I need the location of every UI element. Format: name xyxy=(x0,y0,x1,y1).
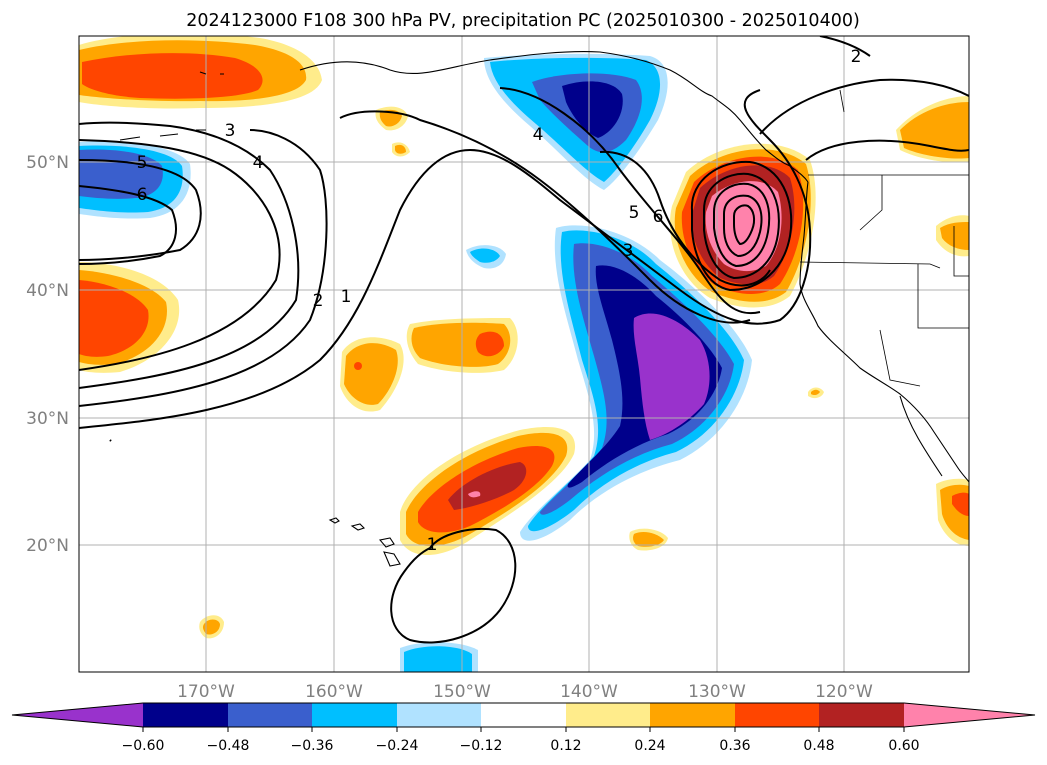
contour-label: 3 xyxy=(623,241,634,261)
contour-label: 5 xyxy=(137,153,148,173)
colorbar-extend-low xyxy=(12,703,143,727)
lon-label: 150°W xyxy=(433,682,491,702)
colorbar-tick-label: 0.36 xyxy=(719,738,750,754)
map-panel: 1 1 2 2 3 3 4 4 5 5 6 6 xyxy=(79,36,969,672)
contour-label: 2 xyxy=(313,291,324,311)
contour-label: 4 xyxy=(533,125,544,145)
lon-label: 160°W xyxy=(305,682,363,702)
colorbar-tick-label: −0.24 xyxy=(376,738,419,754)
colorbar-tick-label: 0.12 xyxy=(550,738,581,754)
pv-contour-ring-1 xyxy=(690,160,793,292)
latitude-labels: 50°N 40°N 30°N 20°N xyxy=(26,153,69,556)
lat-label: 40°N xyxy=(26,281,69,301)
pv-contour-4 xyxy=(79,139,281,371)
colorbar-bin xyxy=(481,703,566,727)
contour-label: 1 xyxy=(427,535,438,555)
pv-contour-trough-a xyxy=(499,87,761,315)
contour-label: 6 xyxy=(653,207,664,227)
pv-contour-2 xyxy=(79,129,328,407)
pv-contour-ring-5 xyxy=(733,204,756,246)
map-frame xyxy=(78,35,970,673)
political-borders xyxy=(799,89,969,387)
pv-contours xyxy=(79,36,969,644)
colorbar-bin xyxy=(566,703,650,727)
pv-contour-trough-b xyxy=(339,110,751,324)
pv-contour-3 xyxy=(79,121,300,389)
pv-contour-ring-4 xyxy=(723,194,763,258)
figure-title: 2024123000 F108 300 hPa PV, precipitatio… xyxy=(186,11,860,31)
contour-label: 4 xyxy=(253,153,264,173)
pv-contour-ring-3 xyxy=(713,182,771,268)
contour-label: 3 xyxy=(225,121,236,141)
pv-contour-ring-2 xyxy=(703,172,780,280)
colorbar-tick-label: 0.60 xyxy=(888,738,919,754)
lon-label: 120°W xyxy=(815,682,873,702)
colorbar-bin xyxy=(397,703,481,727)
lon-label: 140°W xyxy=(560,682,618,702)
contour-label: 2 xyxy=(851,47,862,67)
colorbar-bin xyxy=(650,703,735,727)
lat-label: 20°N xyxy=(26,536,69,556)
colorbar-extend-high xyxy=(904,703,1035,727)
coastlines xyxy=(109,51,969,567)
pv-contour-5 xyxy=(79,159,202,261)
colorbar-tick-label: 0.24 xyxy=(634,738,665,754)
coast-alaska xyxy=(299,51,809,183)
coast-baja xyxy=(899,395,943,477)
lat-label: 30°N xyxy=(26,409,69,429)
pv-contour-northeast xyxy=(759,78,969,135)
pv-contour-1-south xyxy=(390,528,517,644)
colorbar-bin xyxy=(312,703,397,727)
colorbar-tick-label: −0.60 xyxy=(122,738,165,754)
colorbar-bin xyxy=(143,703,228,727)
lon-label: 170°W xyxy=(177,682,235,702)
coast-westus xyxy=(799,181,969,483)
colorbar-tick-label: −0.12 xyxy=(460,738,503,754)
colorbar-bin xyxy=(819,703,904,727)
contour-label: 1 xyxy=(341,287,352,307)
longitude-labels: 170°W 160°W 150°W 140°W 130°W 120°W xyxy=(177,682,873,702)
contour-label: 5 xyxy=(629,203,640,223)
pv-contour-trough-c xyxy=(599,150,771,287)
colorbar-bin xyxy=(228,703,312,727)
graticule xyxy=(79,36,969,672)
colorbar-bin xyxy=(735,703,819,727)
colorbar-tick-label: −0.48 xyxy=(207,738,250,754)
pv-contour-1-west xyxy=(79,89,812,429)
colorbar-tick-label: −0.36 xyxy=(291,738,334,754)
colorbar: −0.60 −0.48 −0.36 −0.24 −0.12 0.12 0.24 … xyxy=(11,702,1036,754)
lat-label: 50°N xyxy=(26,153,69,173)
pv-contour-labels: 1 1 2 2 3 3 4 4 5 5 6 6 xyxy=(137,47,862,555)
lon-label: 130°W xyxy=(688,682,746,702)
contour-label: 6 xyxy=(137,185,148,205)
colorbar-tick-label: 0.48 xyxy=(803,738,834,754)
pv-contour-6 xyxy=(79,185,177,265)
